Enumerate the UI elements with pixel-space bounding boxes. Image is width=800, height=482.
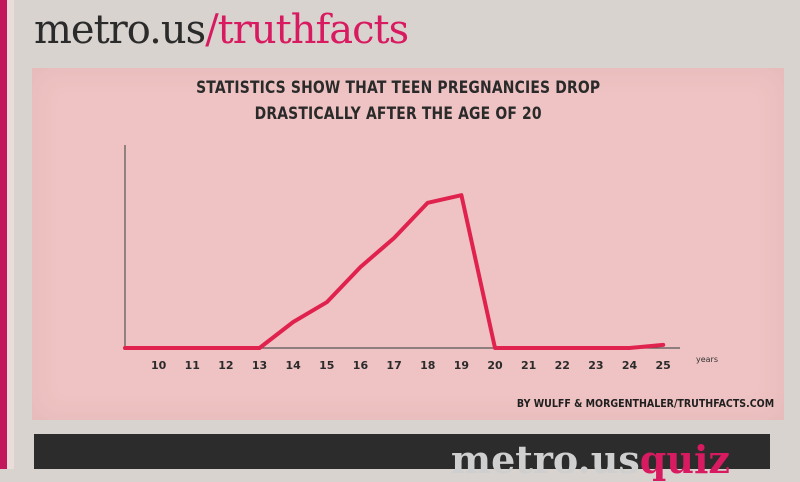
x-axis-label: years (696, 355, 718, 364)
x-tick-label: 23 (588, 359, 603, 372)
masthead-site: metro.us (34, 7, 206, 53)
data-point (358, 265, 363, 269)
data-point (527, 346, 531, 350)
x-tick-label: 14 (286, 359, 302, 372)
chart-panel (32, 68, 784, 420)
x-tick-label: 20 (487, 359, 503, 372)
x-tick-label: 22 (555, 359, 570, 372)
page-edge (0, 0, 14, 469)
data-point (459, 193, 463, 197)
data-point (661, 343, 665, 347)
masthead: metro.us/truthfacts (34, 2, 409, 58)
series-line (123, 193, 666, 350)
x-tick-label: 10 (151, 359, 167, 372)
masthead-slash: / (205, 7, 219, 53)
data-point (224, 346, 228, 350)
data-point (560, 346, 564, 350)
data-point (123, 346, 127, 350)
data-point (257, 346, 262, 350)
x-tick-label: 17 (386, 359, 401, 372)
chart-title-line-1: STATISTICS SHOW THAT TEEN PREGNANCIES DR… (196, 78, 601, 98)
x-tick-label: 11 (185, 359, 200, 372)
x-tick-label: 13 (252, 359, 267, 372)
data-point (493, 346, 497, 350)
data-point (325, 300, 329, 304)
bottom-masthead-section: quiz (639, 437, 730, 482)
masthead-section: truthfacts (217, 7, 409, 53)
bottom-strip: metro.usquiz (34, 434, 770, 480)
data-point (627, 346, 632, 350)
bottom-masthead-site: metro.us (450, 437, 640, 482)
data-point (594, 346, 598, 350)
x-tick-label: 21 (521, 359, 536, 372)
data-point (190, 346, 194, 350)
x-tick-label: 19 (454, 359, 469, 372)
data-point (291, 320, 295, 324)
data-point (426, 201, 430, 205)
x-tick-label: 15 (319, 359, 334, 372)
credit-line: BY WULFF & MORGENTHALER/TRUTHFACTS.COM (516, 397, 774, 410)
x-tick-label: 25 (656, 359, 671, 372)
line-chart: 10 11 12 13 14 15 16 17 18 19 20 21 22 23 24 25 years (123, 145, 718, 372)
chart-title-line-2: DRASTICALLY AFTER THE AGE OF 20 (254, 104, 542, 124)
data-point (157, 346, 161, 350)
x-tick-label: 16 (353, 359, 369, 372)
data-point (392, 236, 396, 240)
x-tick-label: 24 (622, 359, 638, 372)
x-tick-label: 18 (420, 359, 435, 372)
x-tick-label: 12 (218, 359, 233, 372)
bottom-masthead: metro.usquiz (451, 440, 730, 480)
